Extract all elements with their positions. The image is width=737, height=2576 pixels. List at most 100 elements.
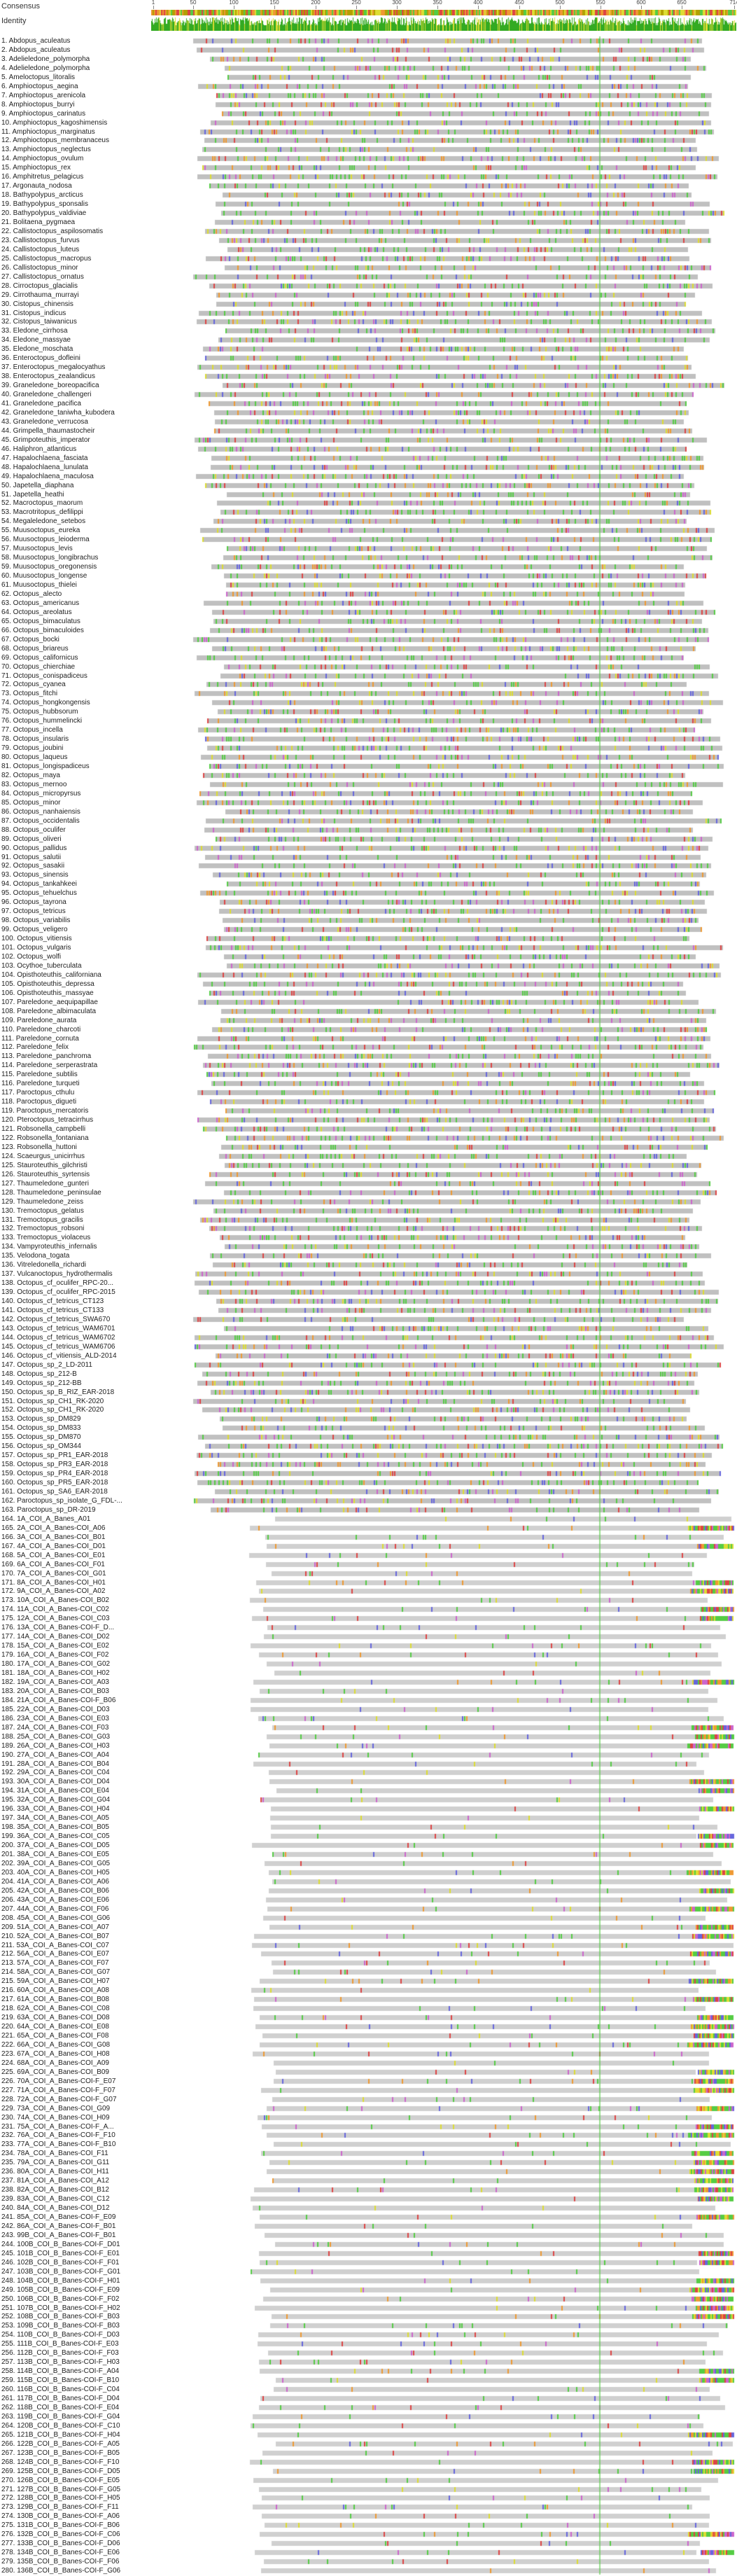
sequence-name[interactable]: 162. Paroctopus_sp_isolate_G_FDL-... — [1, 1496, 122, 1505]
sequence-name[interactable]: 118. Paroctopus_digueti — [1, 1098, 77, 1106]
sequence-name[interactable]: 68. Octopus_briareus — [1, 644, 69, 653]
sequence-name[interactable]: 280. 136B_COI_B_Banes-COI-F_G06 — [1, 2567, 121, 2575]
sequence-name[interactable]: 97. Octopus_tetricus — [1, 907, 66, 916]
sequence-name[interactable]: 140. Octopus_cf_tetricus_CT123 — [1, 1297, 104, 1306]
sequence-name[interactable]: 187. 24A_COI_A_Banes-COI_F03 — [1, 1723, 109, 1732]
sequence-name[interactable]: 38. Enteroctopus_zealandicus — [1, 373, 95, 381]
sequence-name[interactable]: 43. Graneledone_verrucosa — [1, 417, 88, 426]
sequence-name[interactable]: 257. 113B_COI_B_Banes-COI-F_H03 — [1, 2358, 120, 2367]
sequence-name[interactable]: 170. 7A_COI_A_Banes-COI_G01 — [1, 1569, 106, 1578]
sequence-name[interactable]: 73. Octopus_fitchi — [1, 690, 58, 698]
sequence-name[interactable]: 99. Octopus_veligero — [1, 926, 68, 934]
sequence-name[interactable]: 272. 128B_COI_B_Banes-COI-F_H05 — [1, 2494, 120, 2502]
sequence-name[interactable]: 90. Octopus_pallidus — [1, 844, 67, 852]
sequence-name[interactable]: 117. Paroctopus_cthulu — [1, 1089, 75, 1097]
sequence-name[interactable]: 121. Robsonella_campbelli — [1, 1125, 86, 1133]
sequence-name[interactable]: 103. Ocythoe_tuberculata — [1, 961, 82, 970]
sequence-name[interactable]: 14. Amphioctopus_ovulum — [1, 155, 84, 163]
sequence-name[interactable]: 36. Enteroctopus_dofleini — [1, 354, 80, 363]
sequence-name[interactable]: 80. Octopus_laqueus — [1, 753, 68, 762]
sequence-name[interactable]: 164. 1A_COI_A_Banes_A01 — [1, 1515, 91, 1523]
sequence-name[interactable]: 26. Callistoctopus_minor — [1, 263, 78, 272]
sequence-name[interactable]: 67. Octopus_bocki — [1, 635, 59, 643]
sequence-name[interactable]: 238. 82A_COI_A_Banes-COI_B12 — [1, 2186, 109, 2194]
sequence-name[interactable]: 82. Octopus_maya — [1, 771, 60, 779]
sequence-name[interactable]: 12. Amphioctopus_membranaceus — [1, 137, 109, 145]
sequence-name[interactable]: 105. Opisthoteuthis_depressa — [1, 980, 94, 988]
sequence-name[interactable]: 88. Octopus_oculifer — [1, 826, 66, 834]
sequence-name[interactable]: 69. Octopus_californicus — [1, 653, 78, 662]
alignment-panel[interactable] — [151, 36, 736, 2575]
sequence-name[interactable]: 53. Macrotritopus_defilippi — [1, 508, 83, 517]
sequence-name[interactable]: 4. Adelieledone_polymorpha — [1, 64, 90, 72]
sequence-name[interactable]: 251. 107B_COI_B_Banes-COI-F_H02 — [1, 2304, 120, 2312]
sequence-name[interactable]: 47. Hapalochlaena_fasciata — [1, 454, 88, 462]
sequence-name[interactable]: 77. Octopus_incella — [1, 726, 63, 734]
sequence-name[interactable]: 153. Octopus_sp_DM829 — [1, 1415, 81, 1423]
sequence-name[interactable]: 211. 53A_COI_A_Banes-COI_C07 — [1, 1941, 109, 1949]
sequence-name[interactable]: 18. Bathypolypus_arcticus — [1, 191, 83, 200]
sequence-name[interactable]: 35. Eledone_moschata — [1, 345, 73, 354]
sequence-name[interactable]: 273. 129B_COI_B_Banes-COI-F_F11 — [1, 2503, 119, 2512]
sequence-name[interactable]: 125. Stauroteuthis_gilchristi — [1, 1161, 87, 1169]
sequence-name[interactable]: 24. Callistoctopus_luteus — [1, 245, 80, 253]
sequence-name[interactable]: 92. Octopus_sasakii — [1, 862, 65, 870]
sequence-name[interactable]: 200. 37A_COI_A_Banes-COI_D05 — [1, 1842, 110, 1850]
sequence-name[interactable]: 249. 105B_COI_B_Banes-COI-F_E09 — [1, 2285, 120, 2294]
sequence-name[interactable]: 223. 67A_COI_A_Banes-COI_H08 — [1, 2049, 110, 2058]
sequence-name[interactable]: 40. Graneledone_challengeri — [1, 391, 92, 399]
sequence-name[interactable]: 234. 78A_COI_A_Banes-COI_F11 — [1, 2150, 108, 2158]
sequence-name[interactable]: 78. Octopus_insularis — [1, 735, 69, 744]
sequence-name[interactable]: 111. Pareledone_cornuta — [1, 1034, 79, 1043]
sequence-name[interactable]: 133. Tremoctopus_violaceus — [1, 1234, 91, 1242]
sequence-name[interactable]: 248. 104B_COI_B_Banes-COI-F_H01 — [1, 2276, 120, 2285]
sequence-name[interactable]: 76. Octopus_hummelincki — [1, 717, 83, 725]
sequence-name[interactable]: 264. 120B_COI_B_Banes-COI-F_C10 — [1, 2421, 120, 2430]
sequence-name[interactable]: 119. Paroctopus_mercatoris — [1, 1107, 89, 1115]
sequence-name[interactable]: 48. Hapalochlaena_lunulata — [1, 463, 88, 471]
sequence-name[interactable]: 56. Muusoctopus_leioderma — [1, 536, 90, 544]
sequence-name[interactable]: 163. Paroctopus_sp_DR-2019 — [1, 1505, 96, 1514]
sequence-name[interactable]: 168. 5A_COI_A_Banes-COI_E01 — [1, 1551, 106, 1559]
sequence-name[interactable]: 185. 22A_COI_A_Banes-COI_D03 — [1, 1705, 110, 1713]
sequence-name[interactable]: 101. Octopus_vulgaris — [1, 944, 71, 952]
sequence-name[interactable]: 108. Pareledone_albimaculata — [1, 1007, 97, 1015]
sequence-name[interactable]: 87. Octopus_occidentalis — [1, 816, 80, 825]
sequence-name[interactable]: 271. 127B_COI_B_Banes-COI-F_G05 — [1, 2485, 121, 2493]
sequence-name[interactable]: 179. 16A_COI_A_Banes-COI_F02 — [1, 1651, 109, 1659]
sequence-name[interactable]: 246. 102B_COI_B_Banes-COI-F_F01 — [1, 2258, 120, 2267]
sequence-name[interactable]: 218. 62A_COI_A_Banes-COI_C08 — [1, 2005, 110, 2013]
sequence-name[interactable]: 130. Tremoctopus_gelatus — [1, 1206, 84, 1215]
sequence-name[interactable]: 269. 125B_COI_B_Banes-COI-F_D05 — [1, 2467, 120, 2475]
sequence-name[interactable]: 268. 124B_COI_B_Banes-COI-F_F10 — [1, 2458, 120, 2466]
sequence-name[interactable]: 186. 23A_COI_A_Banes-COI_E03 — [1, 1714, 109, 1722]
sequence-name[interactable]: 143. Octopus_cf_tetricus_WAM6701 — [1, 1324, 115, 1332]
sequence-name[interactable]: 203. 40A_COI_A_Banes-COI_H05 — [1, 1868, 110, 1877]
sequence-name[interactable]: 207. 44A_COI_A_Banes-COI_F06 — [1, 1905, 109, 1913]
sequence-name[interactable]: 154. Octopus_sp_DM833 — [1, 1424, 81, 1433]
sequence-name[interactable]: 149. Octopus_sp_212-BB — [1, 1379, 82, 1387]
sequence-name[interactable]: 146. Octopus_cf_vitiensis_ALD-2014 — [1, 1351, 117, 1360]
sequence-name[interactable]: 169. 6A_COI_A_Banes-COI_F01 — [1, 1560, 105, 1568]
sequence-name[interactable]: 194. 31A_COI_A_Banes-COI_E04 — [1, 1787, 109, 1795]
sequence-name[interactable]: 241. 85A_COI_A_Banes-COI-F_E09 — [1, 2213, 116, 2221]
sequence-name[interactable]: 244. 100B_COI_B_Banes-COI-F_D01 — [1, 2240, 120, 2248]
sequence-name[interactable]: 5. Ameloctopus_litoralis — [1, 73, 76, 81]
sequence-name[interactable]: 123. Robsonella_huttoni — [1, 1143, 77, 1151]
sequence-name[interactable]: 7. Amphioctopus_arenicola — [1, 91, 86, 99]
sequence-name[interactable]: 79. Octopus_joubini — [1, 744, 64, 753]
sequence-name[interactable]: 139. Octopus_cf_oculifer_RPC-2015 — [1, 1288, 115, 1297]
sequence-name[interactable]: 17. Argonauta_nodosa — [1, 182, 72, 190]
sequence-name[interactable]: 58. Muusoctopus_longibrachus — [1, 554, 99, 562]
sequence-name[interactable]: 279. 135B_COI_B_Banes-COI-F_F06 — [1, 2558, 120, 2566]
sequence-name[interactable]: 212. 56A_COI_A_Banes-COI_E07 — [1, 1950, 109, 1958]
sequence-name[interactable]: 10. Amphioctopus_kagoshimensis — [1, 118, 108, 127]
sequence-name[interactable]: 159. Octopus_sp_PR4_EAR-2018 — [1, 1470, 108, 1478]
sequence-name[interactable]: 85. Octopus_minor — [1, 798, 61, 807]
sequence-name[interactable]: 255. 111B_COI_B_Banes-COI-F_E03 — [1, 2340, 119, 2348]
sequence-name[interactable]: 220. 64A_COI_A_Banes-COI_E08 — [1, 2023, 109, 2031]
sequence-name[interactable]: 221. 65A_COI_A_Banes-COI_F08 — [1, 2032, 109, 2040]
sequence-name[interactable]: 199. 36A_COI_A_Banes-COI_C05 — [1, 1832, 110, 1841]
sequence-name[interactable]: 2. Abdopus_aculeatus — [1, 46, 71, 54]
sequence-name[interactable]: 9. Amphioctopus_carinatus — [1, 109, 86, 118]
